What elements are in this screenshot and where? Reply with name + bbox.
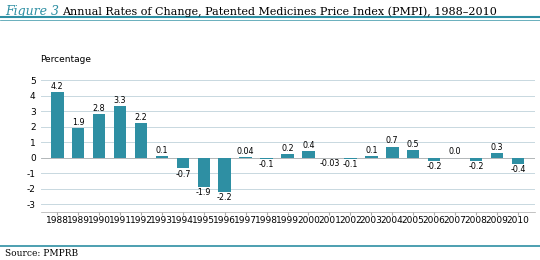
Bar [428, 158, 441, 161]
Text: Source: PMPRB: Source: PMPRB [5, 249, 78, 258]
Bar [219, 158, 231, 192]
Bar [114, 106, 126, 158]
Bar [407, 150, 420, 158]
Text: -0.2: -0.2 [427, 162, 442, 171]
Text: 0.5: 0.5 [407, 140, 420, 149]
Text: -1.9: -1.9 [196, 188, 212, 197]
Bar [344, 158, 356, 159]
Text: -0.2: -0.2 [468, 162, 484, 171]
Bar [198, 158, 210, 187]
Bar [511, 158, 524, 164]
Text: 0.0: 0.0 [449, 147, 461, 156]
Bar [93, 114, 105, 158]
Bar [365, 156, 377, 158]
Text: Figure 3: Figure 3 [5, 5, 59, 18]
Text: -0.03: -0.03 [319, 159, 340, 168]
Text: 0.3: 0.3 [491, 143, 503, 152]
Bar [386, 147, 399, 158]
Text: 0.7: 0.7 [386, 136, 399, 146]
Text: 0.1: 0.1 [156, 146, 168, 155]
Text: 3.3: 3.3 [114, 96, 126, 105]
Text: 4.2: 4.2 [51, 82, 64, 91]
Bar [260, 158, 273, 159]
Bar [491, 153, 503, 158]
Text: -0.1: -0.1 [259, 160, 274, 169]
Bar [302, 151, 315, 158]
Text: 0.1: 0.1 [365, 146, 377, 155]
Text: 2.2: 2.2 [134, 113, 147, 122]
Text: 0.4: 0.4 [302, 141, 315, 150]
Bar [134, 124, 147, 158]
Text: -0.1: -0.1 [343, 160, 358, 169]
Text: -0.7: -0.7 [175, 170, 191, 179]
Bar [156, 156, 168, 158]
Text: 1.9: 1.9 [72, 118, 84, 127]
Bar [177, 158, 189, 168]
Text: 2.8: 2.8 [93, 104, 105, 113]
Text: 0.2: 0.2 [281, 144, 294, 153]
Text: Percentage: Percentage [40, 55, 91, 64]
Text: Annual Rates of Change, Patented Medicines Price Index (PMPI), 1988–2010: Annual Rates of Change, Patented Medicin… [62, 6, 497, 17]
Text: 0.04: 0.04 [237, 147, 254, 156]
Bar [51, 92, 64, 158]
Text: -2.2: -2.2 [217, 193, 233, 202]
Text: -0.4: -0.4 [510, 165, 525, 174]
Bar [470, 158, 482, 161]
Bar [72, 128, 84, 158]
Bar [239, 157, 252, 158]
Bar [281, 154, 294, 158]
